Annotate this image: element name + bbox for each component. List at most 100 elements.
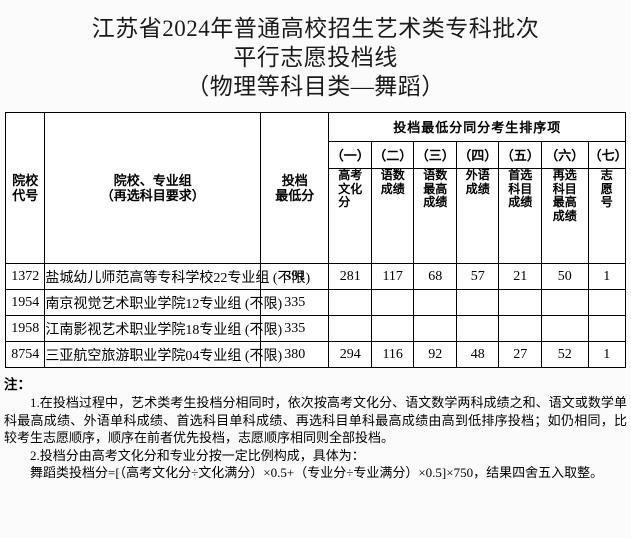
- vertical-text-char: 成: [508, 195, 521, 209]
- vertical-text-char: 志: [600, 168, 613, 182]
- title-line-3: （物理等科目类—舞蹈）: [186, 74, 445, 99]
- cell-school-name: 三亚航空旅游职业学院04专业组 (不限): [44, 341, 282, 368]
- vertical-text-culture-score: 高文分考化: [329, 168, 371, 263]
- cell-rank-7: [587, 289, 627, 316]
- header-rank-num-1: （一）: [328, 141, 372, 169]
- header-rank-label-chinese-math-score: 语成数绩: [370, 168, 415, 264]
- vertical-text-char: 选: [564, 168, 577, 182]
- header-rank-label-second-subject-max: 再科最成选目高绩: [540, 168, 589, 264]
- header-ranking-group: 投档最低分同分考生排序项: [328, 112, 626, 142]
- header-rank-num-7: （七）: [587, 141, 628, 169]
- cell-school-code: 8754: [4, 341, 46, 368]
- score-table-container: 院校 代号 院校、专业组 （再选科目要求） 投档 最低分 投档最低分同分考生排序…: [4, 112, 628, 368]
- vertical-text-char: 号: [600, 195, 613, 209]
- vertical-text-column: 高文分: [338, 168, 351, 210]
- cell-rank-2: 117: [370, 263, 415, 290]
- cell-school-name: 盐城幼儿师范高等专科学校22专业组 (不限): [44, 263, 310, 290]
- vertical-text-char: 成: [380, 181, 393, 196]
- header-rank-label-chinese-math-max: 语最成数高绩: [413, 168, 457, 264]
- cell-rank-6: [540, 315, 589, 342]
- cell-rank-3: 68: [413, 263, 457, 290]
- cell-min-score: 380: [260, 341, 330, 368]
- title-line-1: 江苏省2024年普通高校招生艺术类专科批次: [91, 16, 540, 41]
- header-min-score: 投档 最低分: [260, 112, 330, 264]
- vertical-text-foreign-language-score: 外成语绩: [457, 168, 499, 263]
- vertical-text-column: 语最成: [423, 168, 436, 210]
- cell-rank-5: [498, 315, 542, 342]
- cell-rank-6: 50: [540, 263, 589, 290]
- vertical-text-column: 数绩: [392, 168, 405, 196]
- cell-school-code: 1958: [4, 315, 46, 342]
- cell-min-score: 335: [260, 289, 330, 316]
- header-rank-label-first-subject-score: 首科成选目绩: [498, 168, 542, 264]
- cell-rank-5: [498, 289, 542, 316]
- cell-min-score: 391: [260, 263, 330, 290]
- note-item-3-formula: 舞蹈类投档分=[（高考文化分÷文化满分）×0.5+（专业分÷专业满分）×0.5]…: [30, 465, 604, 480]
- vertical-text-char: 分: [338, 195, 351, 209]
- note-item-2: 2.投档分由高考文化分和专业分按一定比例构成，具体为：: [30, 447, 365, 463]
- header-row-group: 院校 代号 院校、专业组 （再选科目要求） 投档 最低分 投档最低分同分考生排序…: [4, 112, 626, 264]
- cell-rank-6: 52: [540, 341, 589, 368]
- vertical-text-column: 选目绩: [520, 168, 532, 210]
- table-header: 院校 代号 院校、专业组 （再选科目要求） 投档 最低分 投档最低分同分考生排序…: [4, 112, 628, 264]
- notes-label: 注：: [4, 377, 31, 392]
- cell-rank-6: [540, 289, 589, 316]
- cell-rank-5: 21: [498, 263, 542, 290]
- admission-score-table: 院校 代号 院校、专业组 （再选科目要求） 投档 最低分 投档最低分同分考生排序…: [4, 112, 628, 368]
- cell-rank-3: [413, 289, 457, 316]
- cell-rank-2: [370, 289, 415, 316]
- vertical-text-chinese-math-max: 语最成数高绩: [414, 168, 456, 263]
- header-school-major-group-l2: （再选科目要求）: [100, 188, 205, 203]
- cell-rank-2: [370, 315, 415, 342]
- vertical-text-char: 高: [435, 181, 448, 196]
- vertical-text-char: 首: [508, 168, 521, 182]
- vertical-text-column: 语成: [380, 168, 393, 196]
- cell-school-code: 1954: [4, 289, 46, 316]
- cell-rank-4: [455, 315, 500, 342]
- vertical-text-char: 最: [423, 181, 436, 196]
- vertical-text-first-subject-score: 首科成选目绩: [499, 168, 541, 263]
- header-school-code-l2: 代号: [12, 188, 39, 203]
- vertical-text-char: 语: [477, 168, 490, 182]
- header-school-major-group-l1: 院校、专业组: [113, 173, 192, 188]
- header-row-labels: 高文分考化 语成数绩 语最成数高绩 外成语绩 首科成选目绩 再科最成选目高绩: [6, 168, 627, 264]
- cell-school-name: 江南影视艺术职业学院18专业组 (不限): [44, 315, 282, 342]
- cell-rank-7: [587, 315, 627, 342]
- vertical-text-char: 最: [552, 195, 565, 209]
- table-row: 1958 江南影视艺术职业学院18专业组 (不限) 335: [4, 315, 627, 342]
- vertical-text-char: 绩: [392, 181, 405, 196]
- cell-rank-1: 294: [328, 341, 372, 368]
- header-school-major-group: 院校、专业组 （再选科目要求）: [44, 112, 262, 264]
- cell-rank-2: 116: [370, 341, 415, 368]
- vertical-text-char: 成: [465, 181, 478, 196]
- vertical-text-char: 数: [435, 168, 448, 182]
- table-body: 1372 盐城幼儿师范高等专科学校22专业组 (不限) 391 281 117 68 57 2…: [4, 263, 627, 368]
- header-rank-label-foreign-language-score: 外成语绩: [455, 168, 500, 264]
- cell-rank-4: 48: [455, 341, 500, 368]
- vertical-text-char: 成: [552, 208, 565, 223]
- cell-rank-7: 1: [587, 263, 627, 290]
- cell-rank-7: 1: [587, 341, 627, 368]
- vertical-text-char: 数: [392, 168, 405, 182]
- note-item-1: 1.在投档过程中，艺术类考生投档分相同时，依次按高考文化分、语文数学两科成绩之和…: [4, 395, 627, 445]
- vertical-text-char: 语: [380, 168, 393, 182]
- header-rank-label-preference-number: 志愿号: [587, 168, 627, 264]
- cell-rank-4: [455, 289, 500, 316]
- cell-rank-1: [328, 315, 372, 342]
- vertical-text-column: 数高绩: [435, 168, 448, 210]
- cell-rank-1: 281: [328, 263, 372, 290]
- cell-rank-1: [328, 289, 372, 316]
- header-school-code-l1: 院校: [12, 173, 39, 188]
- vertical-text-char: 外: [465, 168, 478, 182]
- cell-rank-3: 92: [413, 341, 457, 368]
- vertical-text-char: 语: [423, 168, 436, 182]
- vertical-text-second-subject-max: 再科最成选目高绩: [542, 168, 588, 263]
- vertical-text-char: 成: [423, 195, 436, 209]
- header-rank-num-5: （五）: [498, 141, 542, 169]
- vertical-text-char: 文: [338, 181, 351, 196]
- header-min-score-l2: 最低分: [275, 188, 315, 203]
- vertical-text-column: 外成: [465, 168, 478, 196]
- header-school-code: 院校 代号: [4, 112, 46, 264]
- title-line-2: 平行志愿投档线: [233, 45, 398, 70]
- vertical-text-char: 化: [350, 181, 363, 196]
